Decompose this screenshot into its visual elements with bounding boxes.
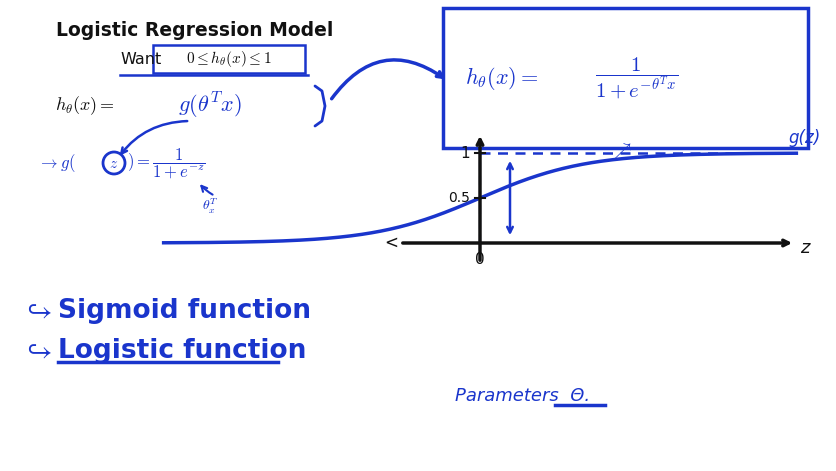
Text: $\theta^T_x$: $\theta^T_x$ [201,196,218,216]
Text: z: z [799,239,808,257]
Text: $) = \dfrac{1}{1+e^{-z}}$: $) = \dfrac{1}{1+e^{-z}}$ [127,146,206,180]
Text: $\hookrightarrow$: $\hookrightarrow$ [22,297,53,325]
Text: $h_\theta(x)=$: $h_\theta(x)=$ [465,65,538,91]
Text: Logistic Regression Model: Logistic Regression Model [56,22,334,41]
Text: $h_\theta(x) = $: $h_\theta(x) = $ [55,95,115,117]
Text: $\dfrac{1}{1+ e^{-\theta^T x}}$: $\dfrac{1}{1+ e^{-\theta^T x}}$ [594,55,677,101]
Text: 0: 0 [475,252,484,267]
Text: Want: Want [120,51,161,66]
Text: $g(\theta^T x)$: $g(\theta^T x)$ [178,91,242,121]
Text: $z$: $z$ [110,155,119,171]
Text: $0 \leq h_\theta(x) \leq 1$: $0 \leq h_\theta(x) \leq 1$ [186,49,272,69]
Text: $\rightarrow g($: $\rightarrow g($ [38,152,76,174]
Text: $\hookrightarrow$: $\hookrightarrow$ [22,337,53,365]
Text: 0.5: 0.5 [447,191,470,205]
Text: g(z): g(z) [787,129,819,147]
Text: Sigmoid function: Sigmoid function [58,298,311,324]
Text: $\nearrow$: $\nearrow$ [607,140,631,162]
Text: 1: 1 [460,146,470,161]
Text: <: < [384,234,398,252]
Text: Logistic function: Logistic function [58,338,306,364]
Text: Parameters  Θ.: Parameters Θ. [455,387,589,405]
